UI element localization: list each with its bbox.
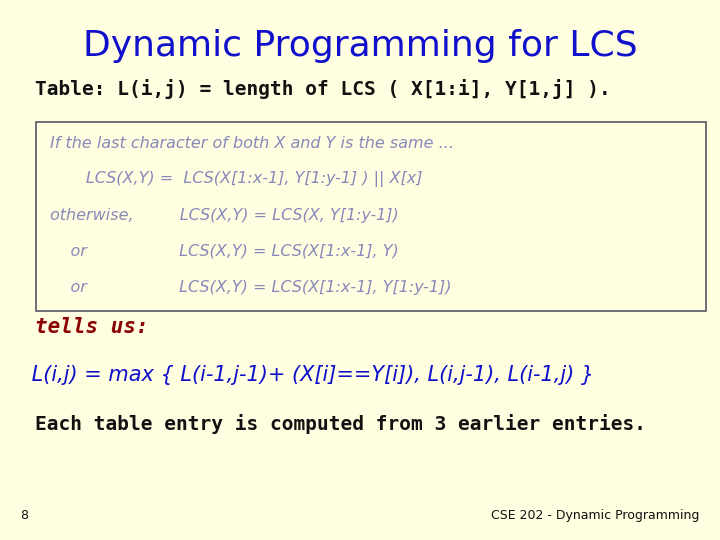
Text: Table: L(i,j) = length of LCS ( X[1:i], Y[1,j] ).: Table: L(i,j) = length of LCS ( X[1:i], … bbox=[35, 79, 611, 99]
Text: tells us:: tells us: bbox=[35, 316, 148, 337]
FancyBboxPatch shape bbox=[36, 122, 706, 310]
Text: If the last character of both X and Y is the same ...: If the last character of both X and Y is… bbox=[50, 136, 454, 151]
Text: L(i,j) = max { L(i-1,j-1)+ (X[i]==Y[i]), L(i,j-1), L(i-1,j) }: L(i,j) = max { L(i-1,j-1)+ (X[i]==Y[i]),… bbox=[25, 365, 594, 386]
Text: 8: 8 bbox=[20, 509, 28, 522]
Text: Dynamic Programming for LCS: Dynamic Programming for LCS bbox=[83, 29, 637, 63]
Text: LCS(X,Y) =  LCS(X[1:x-1], Y[1:y-1] ) || X[x]: LCS(X,Y) = LCS(X[1:x-1], Y[1:y-1] ) || X… bbox=[50, 171, 423, 187]
Text: CSE 202 - Dynamic Programming: CSE 202 - Dynamic Programming bbox=[492, 509, 700, 522]
Text: otherwise,         LCS(X,Y) = LCS(X, Y[1:y-1]): otherwise, LCS(X,Y) = LCS(X, Y[1:y-1]) bbox=[50, 207, 399, 222]
Text: or                  LCS(X,Y) = LCS(X[1:x-1], Y): or LCS(X,Y) = LCS(X[1:x-1], Y) bbox=[50, 244, 399, 259]
Text: Each table entry is computed from 3 earlier entries.: Each table entry is computed from 3 earl… bbox=[35, 414, 646, 434]
Text: or                  LCS(X,Y) = LCS(X[1:x-1], Y[1:y-1]): or LCS(X,Y) = LCS(X[1:x-1], Y[1:y-1]) bbox=[50, 280, 452, 295]
